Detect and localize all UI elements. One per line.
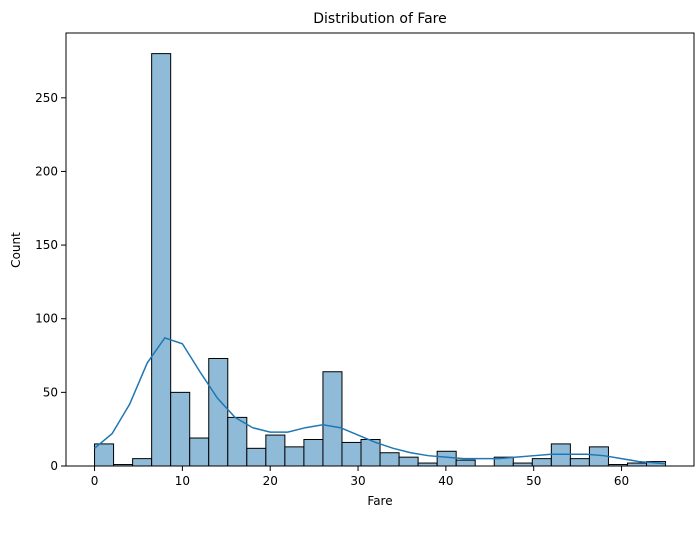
histogram-bar (341, 441, 362, 467)
x-axis-ticks: 0 10 20 30 40 50 60 (91, 466, 629, 488)
x-tick-label: 30 (350, 474, 365, 488)
y-tick-label: 50 (43, 385, 58, 399)
plot-frame (65, 32, 695, 467)
histogram-bar (322, 371, 343, 467)
bars-group (94, 53, 667, 467)
y-tick-label: 0 (50, 459, 58, 473)
histogram-bar (436, 450, 457, 467)
histogram-bar (531, 458, 552, 467)
y-tick-label: 100 (35, 312, 58, 326)
x-tick-label: 10 (175, 474, 190, 488)
histogram-bar (569, 458, 590, 467)
y-axis-ticks: 0 50 100 150 200 250 (35, 91, 66, 473)
histogram-bar (170, 391, 191, 467)
histogram-bar (132, 458, 153, 467)
y-tick-label: 200 (35, 164, 58, 178)
histogram-bar (284, 446, 305, 467)
x-tick-label: 50 (526, 474, 541, 488)
histogram-bar (379, 452, 400, 467)
x-tick-label: 20 (263, 474, 278, 488)
histogram-bar (303, 438, 324, 467)
y-tick-label: 250 (35, 91, 58, 105)
histogram-bar (189, 437, 210, 467)
y-axis-label: Count (9, 232, 23, 268)
histogram-bar (455, 459, 476, 467)
histogram-bar (246, 447, 267, 467)
chart-title: Distribution of Fare (313, 11, 446, 27)
x-tick-label: 60 (614, 474, 629, 488)
histogram-bar (265, 434, 286, 467)
x-tick-label: 40 (438, 474, 453, 488)
y-tick-label: 150 (35, 238, 58, 252)
kde-curve (94, 336, 666, 465)
histogram-bar (151, 53, 172, 467)
histogram-bar (94, 443, 115, 467)
histogram-bar (208, 357, 229, 467)
histogram-bar (227, 416, 248, 467)
histogram-bar (398, 456, 419, 467)
x-tick-label: 0 (91, 474, 99, 488)
x-axis-label: Fare (367, 494, 392, 508)
